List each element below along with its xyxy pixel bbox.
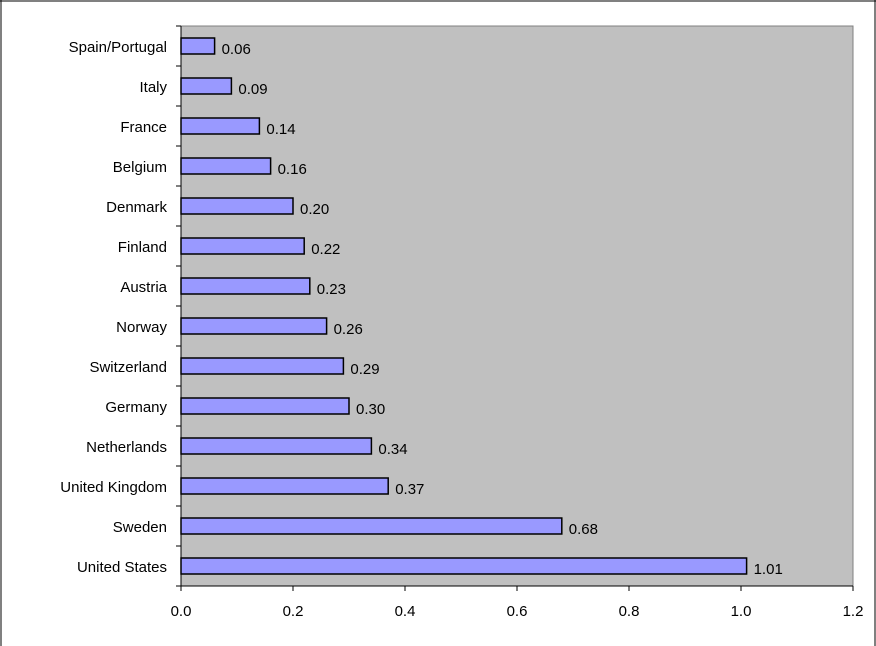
bar — [180, 317, 328, 335]
bar-value-label: 1.01 — [754, 561, 783, 578]
x-tick-label: 0.4 — [395, 603, 416, 620]
bar — [180, 77, 233, 95]
bar — [180, 357, 345, 375]
bar — [180, 37, 216, 55]
plot-area — [180, 25, 854, 587]
bar-value-label: 0.37 — [395, 481, 424, 498]
category-label: Austria — [120, 279, 167, 296]
value-labels-group: 1.01 0.68 0.37 0.34 0.30 0.29 0.26 0.23 0.22 0.20… — [222, 41, 783, 578]
category-label: Italy — [139, 79, 167, 96]
category-label: France — [120, 119, 167, 136]
x-tick-label: 0.0 — [171, 603, 192, 620]
bar-value-label: 0.26 — [334, 321, 363, 338]
x-tick-label: 1.2 — [843, 603, 864, 620]
bar-value-label: 0.29 — [350, 361, 379, 378]
category-label: Denmark — [106, 199, 167, 216]
bar-value-label: 0.14 — [266, 121, 295, 138]
category-labels-group: United States Sweden United Kingdom Netherl… — [60, 39, 167, 576]
bar-value-label: 0.34 — [378, 441, 407, 458]
category-label: Norway — [116, 319, 167, 336]
x-tick-label: 1.0 — [731, 603, 752, 620]
bar — [180, 397, 350, 415]
bar — [180, 517, 563, 535]
category-label: Netherlands — [86, 439, 167, 456]
x-tick-label: 0.8 — [619, 603, 640, 620]
bar-value-label: 0.22 — [311, 241, 340, 258]
bar — [180, 157, 272, 175]
bar-value-label: 0.06 — [222, 41, 251, 58]
bar — [180, 117, 261, 135]
bar-value-label: 0.30 — [356, 401, 385, 418]
bar — [180, 197, 294, 215]
category-label: Belgium — [113, 159, 167, 176]
bar-value-label: 0.09 — [238, 81, 267, 98]
bar-value-label: 0.23 — [317, 281, 346, 298]
bar — [180, 477, 389, 495]
category-label: United Kingdom — [60, 479, 167, 496]
bar-value-label: 0.20 — [300, 201, 329, 218]
x-tick-label: 0.2 — [283, 603, 304, 620]
category-label: Finland — [118, 239, 167, 256]
bar — [180, 437, 373, 455]
y-axis — [176, 25, 182, 587]
bar — [180, 557, 748, 575]
category-label: Sweden — [113, 519, 167, 536]
category-label: Spain/Portugal — [69, 39, 167, 56]
bar — [180, 237, 305, 255]
category-label: Germany — [105, 399, 167, 416]
category-label: Switzerland — [89, 359, 167, 376]
bar — [180, 277, 311, 295]
x-tick-label: 0.6 — [507, 603, 528, 620]
x-axis: 0.0 0.2 0.4 0.6 0.8 1.0 1.2 — [171, 585, 864, 620]
category-label: United States — [77, 559, 167, 576]
bar-value-label: 0.16 — [278, 161, 307, 178]
bar-value-label: 0.68 — [569, 521, 598, 538]
